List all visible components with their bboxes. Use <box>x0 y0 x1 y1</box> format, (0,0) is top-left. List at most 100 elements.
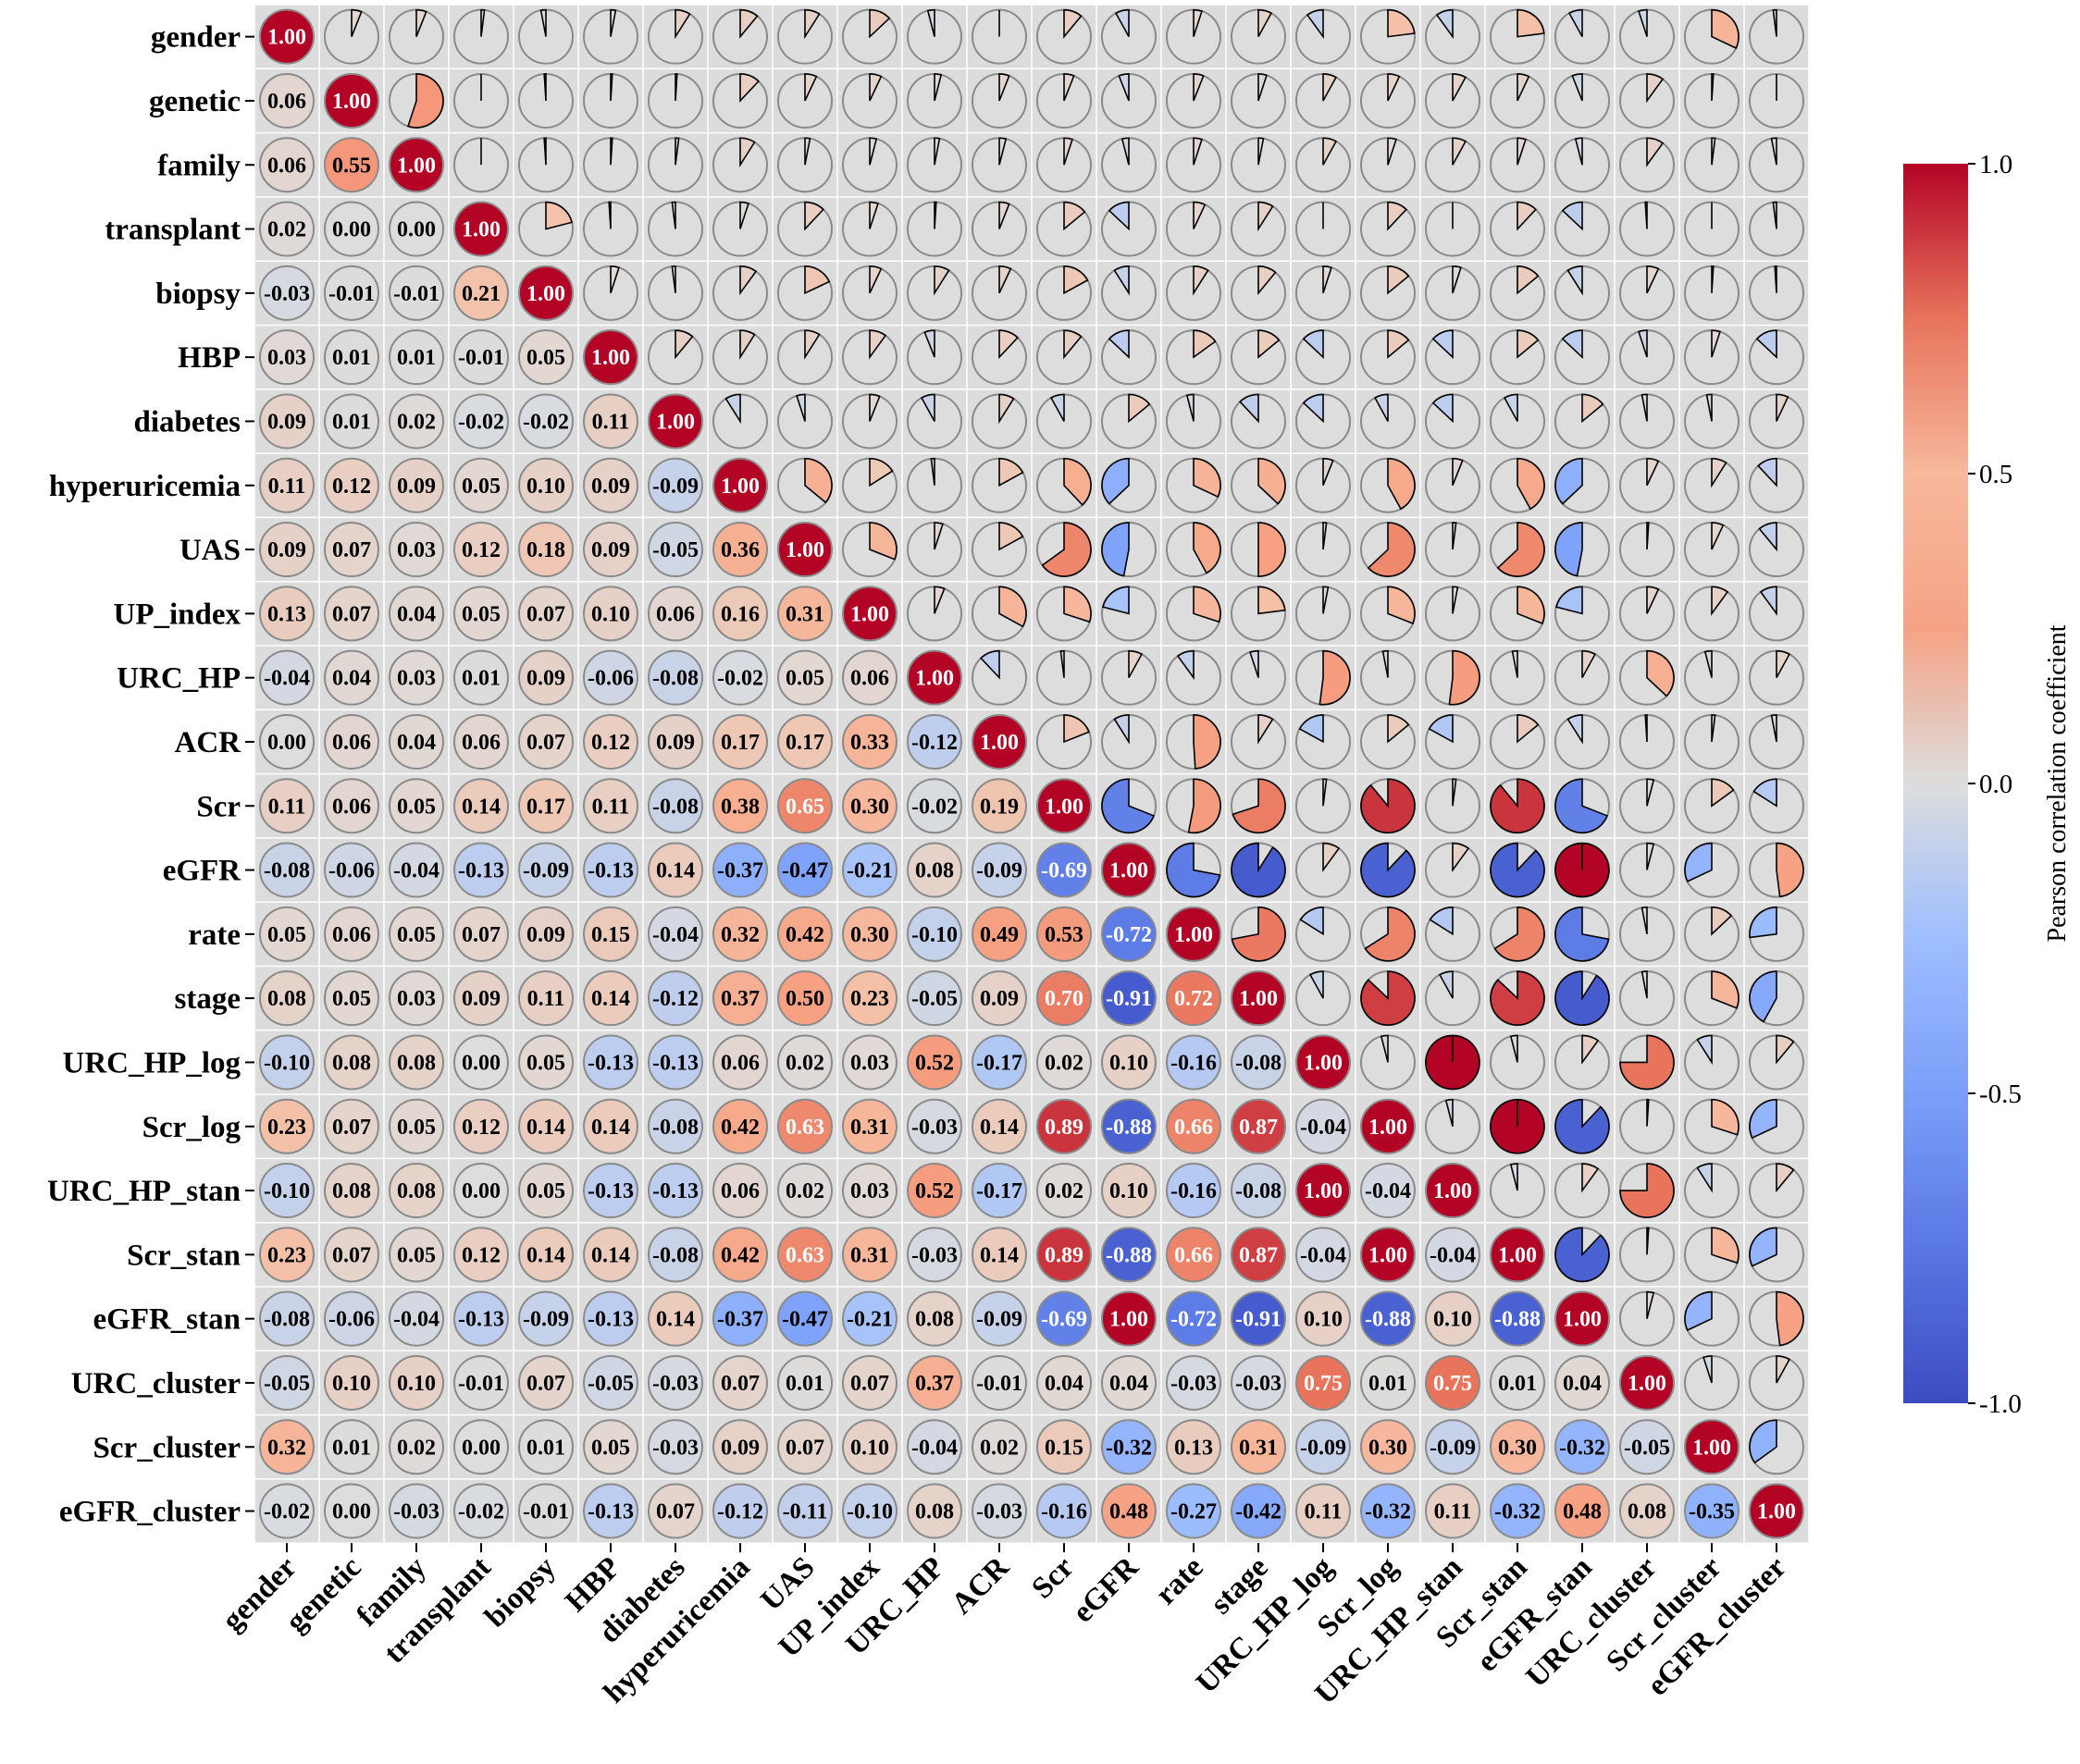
corr-pie-wedge <box>1772 201 1777 229</box>
corr-circle <box>324 329 379 386</box>
corr-pie-wedge <box>1759 586 1777 616</box>
corr-pie-wedge <box>1684 842 1713 882</box>
corr-circle <box>1295 1483 1351 1539</box>
corr-pie-wedge <box>1646 73 1665 104</box>
corr-value: 0.06 <box>332 923 371 947</box>
corr-circle <box>712 457 768 513</box>
corr-value: 0.07 <box>526 602 565 626</box>
corr-value: -0.21 <box>847 859 893 883</box>
corr-pie-wedge <box>1646 586 1660 614</box>
corr-circle <box>389 393 444 450</box>
corr-pie-wedge <box>934 265 950 296</box>
corr-circle <box>583 906 638 962</box>
corr-pie-wedge <box>1711 714 1716 743</box>
corr-circle <box>1036 1227 1092 1283</box>
corr-pie-wedge <box>1193 201 1207 229</box>
corr-pie-wedge <box>1640 907 1648 934</box>
corr-value: -0.88 <box>1106 1243 1152 1267</box>
corr-circle <box>907 1163 962 1219</box>
corr-value: 0.02 <box>786 1051 824 1075</box>
corr-value: 1.00 <box>656 410 695 434</box>
corr-pie-wedge <box>1776 393 1789 422</box>
corr-circle <box>1360 1098 1416 1154</box>
corr-circle <box>1101 1419 1157 1475</box>
corr-circle <box>259 713 315 770</box>
corr-circle <box>389 842 444 898</box>
corr-pie-wedge <box>610 137 613 166</box>
corr-value: 0.33 <box>850 731 889 755</box>
colorbar-tick-label: -0.5 <box>1979 1079 2022 1109</box>
corr-circle <box>518 713 574 770</box>
corr-circle <box>583 778 638 834</box>
corr-value: -0.47 <box>782 859 828 883</box>
corr-circle <box>1295 1098 1351 1154</box>
corr-value: 0.07 <box>721 1372 760 1396</box>
corr-circle <box>324 1034 379 1091</box>
corr-circle <box>777 1290 833 1347</box>
corr-circle <box>1036 1098 1092 1154</box>
corr-circle <box>1101 1483 1157 1539</box>
corr-pie-wedge <box>1435 8 1454 40</box>
corr-pie-wedge <box>998 522 1024 551</box>
corr-pie-wedge <box>1490 842 1545 898</box>
corr-value: -0.91 <box>1106 987 1152 1011</box>
corr-value: 0.11 <box>268 795 306 819</box>
corr-value: -0.17 <box>976 1179 1022 1203</box>
corr-circle <box>972 970 1027 1027</box>
corr-pie-wedge <box>998 265 1012 294</box>
corr-pie-wedge <box>934 201 937 229</box>
corr-value: 0.55 <box>332 154 371 178</box>
corr-value: 1.00 <box>332 90 371 114</box>
corr-circle <box>259 1227 315 1283</box>
corr-circle <box>648 842 703 898</box>
corr-pie-wedge <box>934 137 941 166</box>
corr-value: 1.00 <box>1239 987 1278 1011</box>
corr-pie-wedge <box>1640 393 1648 422</box>
corr-value: 0.87 <box>1239 1116 1278 1140</box>
corr-value: 1.00 <box>1304 1179 1343 1203</box>
corr-circle <box>1360 1290 1416 1347</box>
corr-circle <box>842 649 898 706</box>
corr-circle <box>518 586 574 642</box>
corr-value: 1.00 <box>786 538 824 562</box>
corr-circle <box>453 713 509 770</box>
corr-pie-wedge <box>1493 907 1545 962</box>
corr-circle <box>583 393 638 450</box>
corr-pie-wedge <box>1108 201 1130 231</box>
corr-circle <box>842 713 898 770</box>
corr-circle <box>518 1227 574 1283</box>
corr-pie-wedge <box>1619 1163 1675 1218</box>
corr-pie-wedge <box>1322 73 1338 102</box>
corr-pie-wedge <box>1776 1163 1795 1193</box>
corr-circle <box>1101 1354 1157 1411</box>
corr-value: 0.15 <box>1045 1436 1083 1460</box>
corr-circle <box>583 586 638 642</box>
corr-value: 0.17 <box>786 731 824 755</box>
corr-circle <box>324 201 379 257</box>
corr-circle <box>259 586 315 642</box>
corr-value: -0.04 <box>393 859 440 883</box>
corr-value: -0.05 <box>264 1372 310 1396</box>
corr-pie-wedge <box>1711 970 1740 1009</box>
corr-value: 0.00 <box>332 1500 371 1524</box>
corr-value: 0.12 <box>462 1116 501 1140</box>
corr-value: -0.11 <box>783 1500 828 1524</box>
corr-pie-wedge <box>923 329 935 358</box>
corr-pie-wedge <box>1360 970 1416 1026</box>
corr-circle <box>972 906 1027 962</box>
corr-pie-wedge <box>1364 907 1416 962</box>
corr-circle <box>453 778 509 834</box>
corr-pie-wedge <box>545 201 574 230</box>
corr-value: 0.11 <box>1305 1500 1343 1524</box>
corr-value: 0.12 <box>462 1243 501 1267</box>
corr-circle <box>777 842 833 898</box>
corr-value: -0.06 <box>328 859 375 883</box>
corr-circle <box>1166 970 1221 1027</box>
corr-value: 0.30 <box>850 923 889 947</box>
corr-circle <box>712 522 768 578</box>
corr-pie-wedge <box>1431 393 1454 424</box>
corr-circle <box>648 1034 703 1091</box>
row-label: eGFR <box>163 855 241 888</box>
corr-circle <box>453 586 509 642</box>
corr-pie-wedge <box>1554 842 1610 898</box>
